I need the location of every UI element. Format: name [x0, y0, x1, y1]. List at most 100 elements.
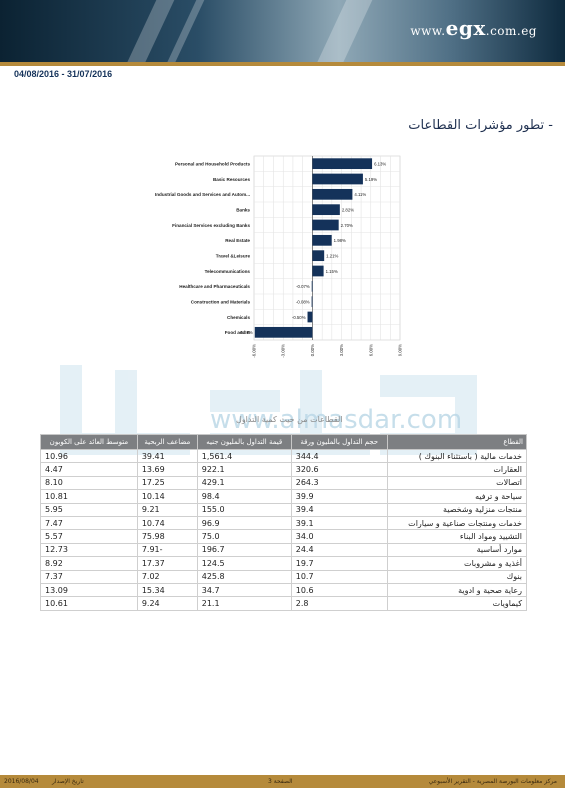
table-row: 10.61 9.24 21.1 2.8 كيماويات — [40, 596, 528, 611]
data-label: -0.50% — [292, 315, 306, 320]
footer-issue-date: 2016/08/04 — [4, 778, 39, 785]
sectors-table: متوسط العائد على الكوبون مضاعف الربحية ق… — [40, 434, 528, 611]
bar — [312, 250, 325, 262]
logo-prefix: www. — [410, 24, 446, 38]
egx-logo: www.egx.com.eg — [410, 16, 537, 40]
sector-name-cell: خدمات مالية ( باستثناء البنوك ) — [386, 448, 528, 464]
data-label: 4.11% — [354, 192, 366, 197]
avg-coupon-yield-cell: 13.09 — [40, 582, 138, 598]
header-trading-volume: حجم التداول بالمليون ورقة — [290, 434, 388, 450]
bar — [312, 219, 339, 231]
data-label: 2.82% — [342, 207, 354, 212]
avg-coupon-yield-cell: 5.57 — [40, 529, 138, 544]
footer-bar: 2016/08/04 تاريخ الإصدار الصفحة 3 مركز م… — [0, 775, 565, 788]
trading-value-cell: 155.0 — [196, 502, 292, 517]
trading-volume-cell: 19.7 — [290, 556, 388, 571]
pe-ratio-cell: 7.91- — [136, 542, 198, 558]
sector-name-cell: كيماويات — [386, 596, 528, 611]
pe-ratio-cell: 15.34 — [136, 582, 198, 598]
trading-volume-cell: 2.8 — [290, 596, 388, 611]
avg-coupon-yield-cell: 5.95 — [40, 502, 138, 517]
category-label: Travel &Leisure — [216, 253, 251, 258]
avg-coupon-yield-cell: 7.37 — [40, 569, 138, 584]
data-label: -0.07% — [296, 284, 310, 289]
pe-ratio-cell: 9.21 — [136, 502, 198, 517]
table-row: 10.96 39.41 1,561.4 344.4 خدمات مالية ( باست… — [40, 448, 528, 464]
sector-name-cell: منتجات منزلية وشخصية — [386, 502, 528, 517]
avg-coupon-yield-cell: 10.81 — [40, 489, 138, 504]
pe-ratio-cell: 10.14 — [136, 489, 198, 504]
logo-suffix: .com.eg — [485, 24, 537, 38]
x-tick-label: -3.00% — [281, 344, 286, 358]
table-caption: القطاعات من حيث كمية التداول — [236, 415, 343, 424]
trading-value-cell: 1,561.4 — [196, 448, 292, 464]
trading-value-cell: 922.1 — [196, 462, 292, 477]
x-tick-label: 9.00% — [398, 344, 403, 356]
table-row: 5.57 75.98 75.0 34.0 التشييد ومواد البناء — [40, 529, 528, 544]
category-label: Telecommunications — [205, 269, 251, 274]
table-row: 7.37 7.02 425.8 10.7 بنوك — [40, 569, 528, 584]
trading-volume-cell: 39.1 — [290, 515, 388, 531]
footer-page-number: الصفحة 3 — [268, 778, 293, 785]
data-label: 5.19% — [365, 177, 377, 182]
trading-value-cell: 75.0 — [196, 529, 292, 544]
trading-value-cell: 21.1 — [196, 596, 292, 611]
sector-name-cell: سياحة و ترفيه — [386, 489, 528, 504]
footer-issue-date-label: تاريخ الإصدار — [52, 778, 84, 785]
category-label: Personal and Household Products — [175, 161, 250, 166]
avg-coupon-yield-cell: 8.10 — [40, 475, 138, 491]
bar — [311, 296, 313, 308]
x-tick-label: 6.00% — [368, 344, 373, 356]
banner-light-streak — [119, 0, 179, 62]
table-row: 13.09 15.34 34.7 10.6 رعاية صحية و ادوية — [40, 582, 528, 598]
header-pe-ratio: مضاعف الربحية — [136, 434, 198, 450]
data-label: -0.08% — [296, 299, 310, 304]
bar — [312, 173, 363, 185]
sector-name-cell: التشييد ومواد البناء — [386, 529, 528, 544]
section-title: - تطور مؤشرات القطاعات — [408, 118, 553, 133]
report-date-range: 04/08/2016 - 31/07/2016 — [14, 69, 113, 79]
bar — [312, 234, 332, 246]
sector-name-cell: العقارات — [386, 462, 528, 477]
banner-light-streak — [309, 0, 377, 62]
sector-name-cell: رعاية صحية و ادوية — [386, 582, 528, 598]
table-row: 8.10 17.25 429.1 264.3 اتصالات — [40, 475, 528, 491]
avg-coupon-yield-cell: 12.73 — [40, 542, 138, 558]
sector-name-cell: خدمات ومنتجات صناعية و سيارات — [386, 515, 528, 531]
sector-name-cell: موارد أساسية — [386, 542, 528, 558]
bottom-margin — [0, 788, 565, 800]
header-avg-coupon-yield: متوسط العائد على الكوبون — [40, 434, 138, 450]
x-tick-label: 3.00% — [339, 344, 344, 356]
trading-value-cell: 196.7 — [196, 542, 292, 558]
trading-value-cell: 425.8 — [196, 569, 292, 584]
trading-volume-cell: 39.9 — [290, 489, 388, 504]
x-tick-label: 0.00% — [310, 344, 315, 356]
category-label: Construction and Materials — [191, 299, 251, 304]
bar — [312, 265, 324, 277]
avg-coupon-yield-cell: 7.47 — [40, 515, 138, 531]
header-gold-bar — [0, 62, 565, 66]
footer-publisher: مركز معلومات البورصة المصرية - التقرير ا… — [428, 778, 557, 785]
bar — [254, 326, 313, 338]
bar — [312, 204, 340, 216]
table-row: 12.73 7.91- 196.7 24.4 موارد أساسية — [40, 542, 528, 558]
category-label: Financial Services excluding Banks — [172, 223, 250, 228]
sector-index-chart: Personal and Household Products 6.13% Basi… — [150, 150, 420, 365]
bar — [307, 311, 313, 323]
trading-volume-cell: 39.4 — [290, 502, 388, 517]
trading-volume-cell: 344.4 — [290, 448, 388, 464]
header-trading-value: قيمة التداول بالمليون جنيه — [196, 434, 292, 450]
data-label: -5.92% — [239, 330, 253, 335]
data-label: 2.70% — [341, 223, 353, 228]
bar — [311, 280, 313, 292]
logo-main: egx — [445, 16, 486, 40]
pe-ratio-cell: 9.24 — [136, 596, 198, 611]
trading-value-cell: 429.1 — [196, 475, 292, 491]
category-label: Banks — [236, 207, 250, 212]
pe-ratio-cell: 75.98 — [136, 529, 198, 544]
trading-volume-cell: 264.3 — [290, 475, 388, 491]
pe-ratio-cell: 17.25 — [136, 475, 198, 491]
pe-ratio-cell: 7.02 — [136, 569, 198, 584]
sector-name-cell: اتصالات — [386, 475, 528, 491]
trading-value-cell: 96.9 — [196, 515, 292, 531]
